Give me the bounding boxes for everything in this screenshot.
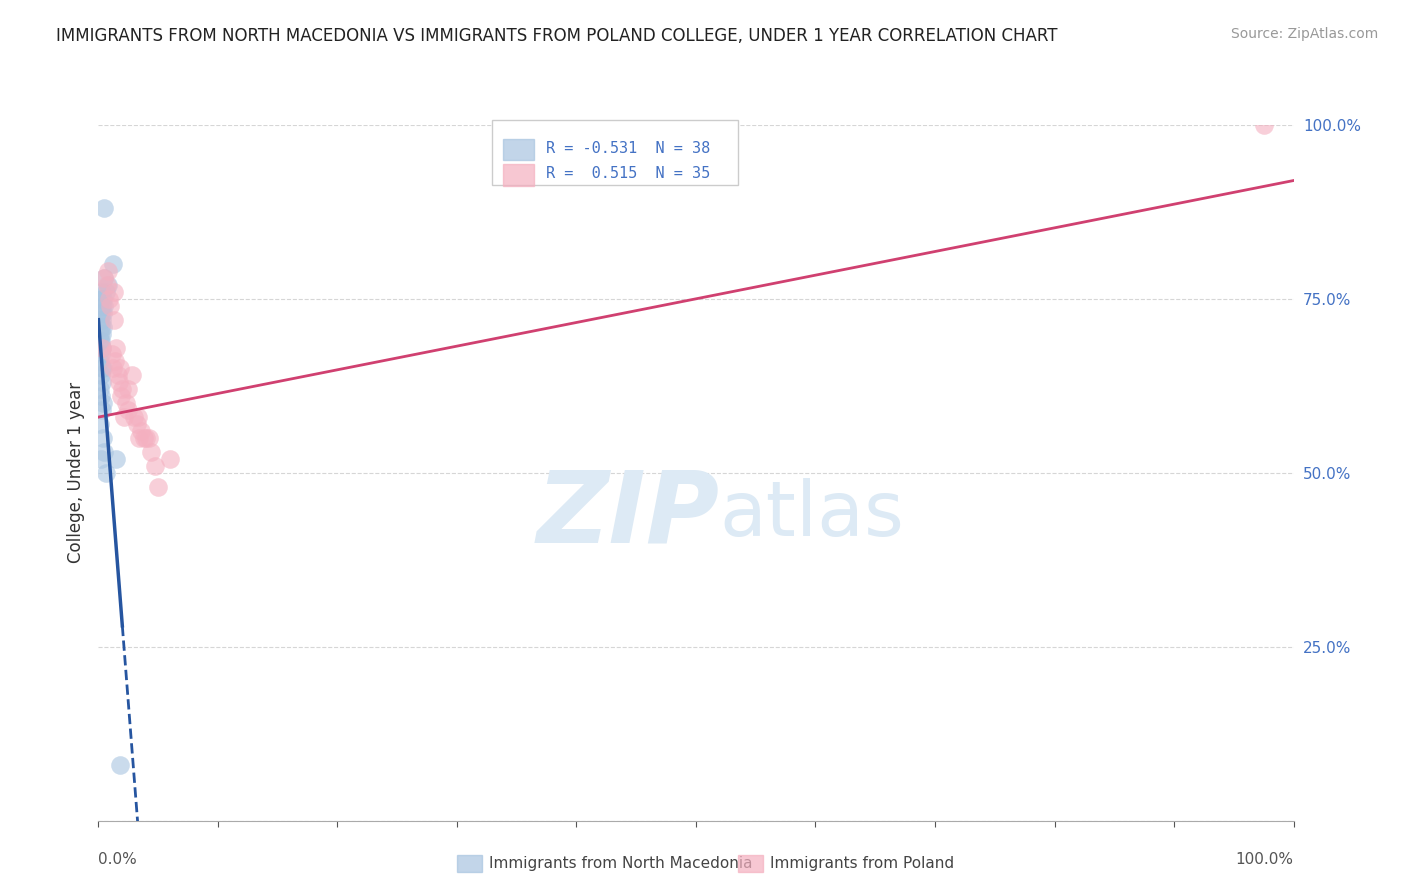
Point bbox=[107, 368, 129, 383]
Point bbox=[90, 306, 112, 320]
Text: R =  0.515  N = 35: R = 0.515 N = 35 bbox=[546, 166, 710, 181]
Point bbox=[125, 417, 148, 431]
Point bbox=[103, 285, 125, 299]
Point bbox=[91, 285, 114, 299]
Text: ZIP: ZIP bbox=[537, 466, 720, 563]
Point bbox=[104, 354, 127, 368]
Point bbox=[110, 389, 132, 403]
Point bbox=[90, 347, 112, 361]
Point bbox=[93, 445, 115, 459]
Point bbox=[91, 292, 114, 306]
Point bbox=[138, 431, 160, 445]
Point bbox=[93, 299, 115, 313]
Text: R = -0.531  N = 38: R = -0.531 N = 38 bbox=[546, 141, 710, 155]
Text: 100.0%: 100.0% bbox=[1236, 852, 1294, 867]
Text: Immigrants from North Macedonia: Immigrants from North Macedonia bbox=[489, 856, 752, 871]
Point bbox=[89, 312, 111, 326]
Point bbox=[93, 202, 115, 216]
Text: 0.0%: 0.0% bbox=[98, 852, 138, 867]
Point bbox=[91, 361, 114, 376]
Point bbox=[90, 319, 112, 334]
Point bbox=[91, 361, 114, 376]
Point bbox=[91, 306, 114, 320]
Point bbox=[91, 396, 114, 410]
Point bbox=[121, 368, 143, 383]
Point bbox=[117, 403, 139, 417]
Point bbox=[94, 285, 117, 299]
Point bbox=[105, 451, 128, 466]
Point bbox=[90, 451, 112, 466]
Point bbox=[115, 396, 138, 410]
Point bbox=[98, 299, 122, 313]
Point bbox=[131, 424, 153, 438]
Point bbox=[98, 292, 121, 306]
Point bbox=[159, 451, 181, 466]
Point bbox=[90, 334, 112, 348]
Y-axis label: College, Under 1 year: College, Under 1 year bbox=[66, 382, 84, 564]
Text: Immigrants from Poland: Immigrants from Poland bbox=[770, 856, 955, 871]
Point bbox=[89, 417, 111, 431]
Point bbox=[90, 389, 112, 403]
Point bbox=[124, 410, 146, 425]
Point bbox=[97, 277, 120, 292]
Point bbox=[93, 271, 115, 285]
Point bbox=[135, 431, 157, 445]
Point bbox=[91, 326, 114, 341]
Point bbox=[103, 312, 125, 326]
Point bbox=[100, 347, 122, 361]
Point bbox=[91, 403, 114, 417]
Point bbox=[91, 431, 114, 445]
Point bbox=[139, 445, 162, 459]
Point bbox=[97, 264, 120, 278]
Text: atlas: atlas bbox=[720, 477, 904, 551]
Point bbox=[91, 376, 114, 390]
Point bbox=[108, 758, 131, 772]
Point bbox=[112, 410, 135, 425]
Point bbox=[105, 341, 128, 355]
Point bbox=[89, 326, 111, 341]
Text: IMMIGRANTS FROM NORTH MACEDONIA VS IMMIGRANTS FROM POLAND COLLEGE, UNDER 1 YEAR : IMMIGRANTS FROM NORTH MACEDONIA VS IMMIG… bbox=[56, 27, 1057, 45]
Point bbox=[127, 410, 149, 425]
Point bbox=[101, 257, 124, 271]
Point bbox=[111, 382, 134, 396]
Point bbox=[89, 354, 111, 368]
Text: Source: ZipAtlas.com: Source: ZipAtlas.com bbox=[1230, 27, 1378, 41]
Point bbox=[128, 431, 150, 445]
Point bbox=[91, 319, 114, 334]
Point bbox=[91, 299, 114, 313]
Point bbox=[108, 361, 131, 376]
Point bbox=[117, 382, 139, 396]
Point bbox=[132, 431, 155, 445]
Point bbox=[89, 382, 111, 396]
Point bbox=[93, 271, 115, 285]
Point bbox=[90, 368, 112, 383]
Point bbox=[91, 312, 114, 326]
Point bbox=[107, 376, 129, 390]
Point bbox=[94, 466, 117, 480]
Point bbox=[101, 361, 124, 376]
Point bbox=[89, 334, 111, 348]
Point bbox=[143, 458, 166, 473]
Point bbox=[90, 292, 112, 306]
Point bbox=[148, 480, 170, 494]
Point bbox=[1253, 118, 1275, 132]
Point bbox=[91, 341, 114, 355]
Point bbox=[91, 341, 114, 355]
Point bbox=[96, 277, 118, 292]
